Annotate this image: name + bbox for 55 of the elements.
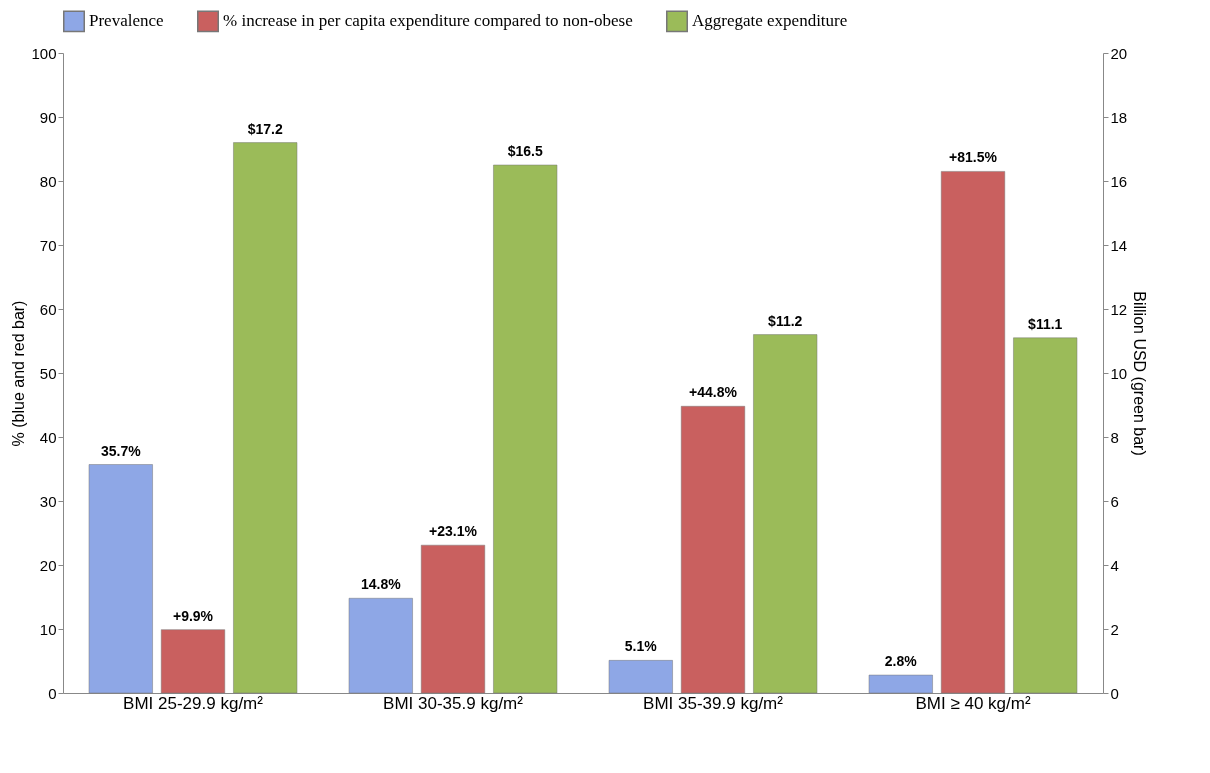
y-tick-label: 20	[39, 556, 57, 574]
y-tick-label: 90	[39, 108, 57, 126]
legend-label: Aggregate expenditure	[692, 11, 848, 31]
bar	[160, 629, 226, 694]
y2-tick-label: 18	[1110, 108, 1128, 126]
data-label: 14.8%	[360, 576, 402, 593]
x-tick-label: BMI 35-39.9 kg/m²	[643, 693, 784, 713]
y2-tick-label: 6	[1110, 492, 1119, 510]
y2-tick-label: 12	[1110, 300, 1128, 318]
data-label: 5.1%	[624, 638, 658, 655]
data-label: 2.8%	[884, 653, 918, 670]
y2-tick-label: 14	[1110, 236, 1128, 254]
data-label: +44.8%	[689, 384, 738, 401]
bar	[88, 464, 153, 694]
y-tick-label: 70	[39, 236, 57, 254]
y-tick-label: 0	[48, 684, 57, 702]
bar	[420, 544, 486, 694]
data-label: $16.5	[507, 143, 543, 159]
bar	[680, 406, 746, 694]
y2-tick-label: 20	[1110, 44, 1128, 62]
data-label: $11.2	[768, 312, 803, 329]
data-label: $11.1	[1028, 315, 1063, 332]
y-axis-title: % (blue and red bar)	[10, 300, 28, 447]
y2-tick-label: 16	[1110, 172, 1128, 190]
bar	[868, 674, 933, 694]
y-tick-label: 100	[31, 44, 57, 62]
bar	[940, 171, 1006, 694]
data-label: $17.2	[247, 120, 283, 137]
y2-tick-label: 0	[1110, 684, 1119, 702]
y2-tick-label: 8	[1110, 428, 1119, 446]
y-tick-label: 60	[39, 300, 57, 318]
y-tick-label: 40	[39, 428, 57, 446]
y2-tick-label: 2	[1110, 620, 1119, 638]
y-tick-label: 80	[39, 172, 57, 190]
data-label: +81.5%	[949, 149, 998, 166]
y-tick-label: 10	[39, 620, 57, 638]
x-tick-label: BMI 30-35.9 kg/m²	[383, 693, 524, 713]
y-tick-label: 30	[39, 492, 57, 510]
bar	[348, 598, 413, 694]
bar	[493, 164, 558, 694]
legend-label: Prevalence	[89, 11, 164, 31]
data-label: +9.9%	[172, 607, 214, 624]
x-tick-label: BMI 25-29.9 kg/m²	[123, 693, 264, 713]
data-label: +23.1%	[429, 523, 478, 540]
x-tick-label: BMI ≥ 40 kg/m²	[915, 693, 1031, 713]
legend-label: % increase in per capita expenditure compared to non-obese	[223, 11, 633, 31]
bar	[608, 660, 673, 694]
y2-tick-label: 10	[1110, 364, 1128, 382]
bar	[233, 142, 298, 694]
y2-tick-label: 4	[1110, 556, 1119, 574]
bar	[753, 334, 818, 694]
bar	[1013, 337, 1078, 694]
data-label: 35.7%	[100, 442, 142, 459]
y2-axis-title: Billion USD (green bar)	[1131, 291, 1149, 456]
y-tick-label: 50	[39, 364, 57, 382]
